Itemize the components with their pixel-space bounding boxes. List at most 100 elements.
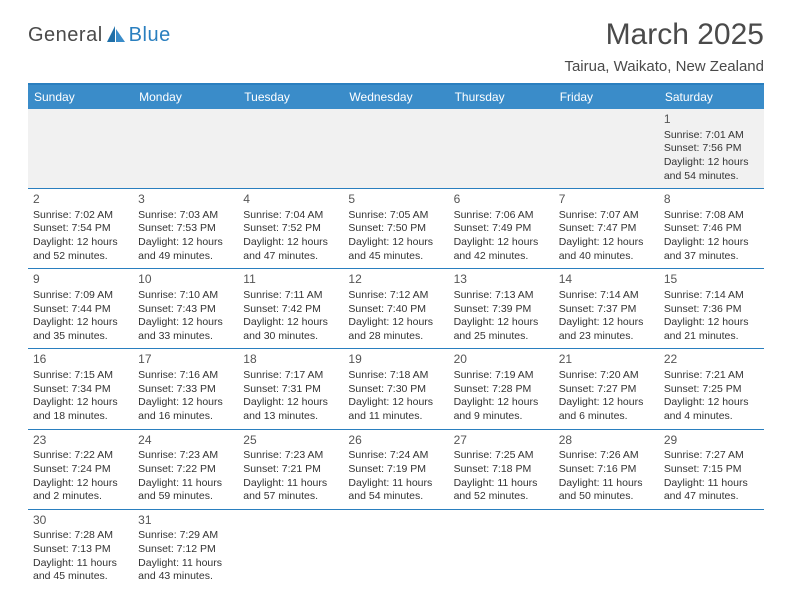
sunrise-line: Sunrise: 7:05 AM <box>348 209 443 223</box>
sunrise-line: Sunrise: 7:04 AM <box>243 209 338 223</box>
day-number: 12 <box>348 272 443 288</box>
day-cell: 25Sunrise: 7:23 AMSunset: 7:21 PMDayligh… <box>238 429 343 509</box>
sunset-line: Sunset: 7:42 PM <box>243 303 338 317</box>
day-cell: 2Sunrise: 7:02 AMSunset: 7:54 PMDaylight… <box>28 189 133 269</box>
day-cell: 23Sunrise: 7:22 AMSunset: 7:24 PMDayligh… <box>28 429 133 509</box>
day-number: 11 <box>243 272 338 288</box>
sunrise-line: Sunrise: 7:06 AM <box>454 209 549 223</box>
sunset-line: Sunset: 7:36 PM <box>664 303 759 317</box>
day-cell <box>238 109 343 189</box>
day-number: 26 <box>348 433 443 449</box>
daylight-line: Daylight: 12 hours and 49 minutes. <box>138 236 233 263</box>
sunset-line: Sunset: 7:40 PM <box>348 303 443 317</box>
dayname: Wednesday <box>343 84 448 109</box>
day-number: 24 <box>138 433 233 449</box>
day-number: 30 <box>33 513 128 529</box>
day-cell: 19Sunrise: 7:18 AMSunset: 7:30 PMDayligh… <box>343 349 448 429</box>
day-number: 28 <box>559 433 654 449</box>
sunrise-line: Sunrise: 7:28 AM <box>33 529 128 543</box>
sunset-line: Sunset: 7:22 PM <box>138 463 233 477</box>
sunrise-line: Sunrise: 7:18 AM <box>348 369 443 383</box>
day-cell: 22Sunrise: 7:21 AMSunset: 7:25 PMDayligh… <box>659 349 764 429</box>
daylight-line: Daylight: 12 hours and 21 minutes. <box>664 316 759 343</box>
sunset-line: Sunset: 7:46 PM <box>664 222 759 236</box>
daylight-line: Daylight: 12 hours and 16 minutes. <box>138 396 233 423</box>
sunset-line: Sunset: 7:31 PM <box>243 383 338 397</box>
day-cell: 21Sunrise: 7:20 AMSunset: 7:27 PMDayligh… <box>554 349 659 429</box>
day-cell: 30Sunrise: 7:28 AMSunset: 7:13 PMDayligh… <box>28 509 133 589</box>
day-number: 22 <box>664 352 759 368</box>
sunset-line: Sunset: 7:44 PM <box>33 303 128 317</box>
dayname: Tuesday <box>238 84 343 109</box>
day-cell: 6Sunrise: 7:06 AMSunset: 7:49 PMDaylight… <box>449 189 554 269</box>
sunset-line: Sunset: 7:13 PM <box>33 543 128 557</box>
daylight-line: Daylight: 12 hours and 40 minutes. <box>559 236 654 263</box>
sunrise-line: Sunrise: 7:23 AM <box>243 449 338 463</box>
sunrise-line: Sunrise: 7:26 AM <box>559 449 654 463</box>
sunset-line: Sunset: 7:52 PM <box>243 222 338 236</box>
sunrise-line: Sunrise: 7:22 AM <box>33 449 128 463</box>
sunrise-line: Sunrise: 7:21 AM <box>664 369 759 383</box>
day-number: 31 <box>138 513 233 529</box>
daylight-line: Daylight: 12 hours and 54 minutes. <box>664 156 759 183</box>
sunrise-line: Sunrise: 7:03 AM <box>138 209 233 223</box>
sunrise-line: Sunrise: 7:08 AM <box>664 209 759 223</box>
day-cell <box>554 109 659 189</box>
sunrise-line: Sunrise: 7:09 AM <box>33 289 128 303</box>
daylight-line: Daylight: 12 hours and 9 minutes. <box>454 396 549 423</box>
sunrise-line: Sunrise: 7:14 AM <box>664 289 759 303</box>
sunrise-line: Sunrise: 7:14 AM <box>559 289 654 303</box>
day-number: 9 <box>33 272 128 288</box>
sunset-line: Sunset: 7:28 PM <box>454 383 549 397</box>
day-number: 19 <box>348 352 443 368</box>
sunset-line: Sunset: 7:39 PM <box>454 303 549 317</box>
dayname: Friday <box>554 84 659 109</box>
day-cell <box>238 509 343 589</box>
day-number: 6 <box>454 192 549 208</box>
logo-word1: General <box>28 24 103 47</box>
dayname: Sunday <box>28 84 133 109</box>
daylight-line: Daylight: 11 hours and 57 minutes. <box>243 477 338 504</box>
daylight-line: Daylight: 12 hours and 42 minutes. <box>454 236 549 263</box>
sunrise-line: Sunrise: 7:13 AM <box>454 289 549 303</box>
day-cell: 24Sunrise: 7:23 AMSunset: 7:22 PMDayligh… <box>133 429 238 509</box>
day-cell: 5Sunrise: 7:05 AMSunset: 7:50 PMDaylight… <box>343 189 448 269</box>
sunset-line: Sunset: 7:54 PM <box>33 222 128 236</box>
sunrise-line: Sunrise: 7:16 AM <box>138 369 233 383</box>
daylight-line: Daylight: 11 hours and 50 minutes. <box>559 477 654 504</box>
sunset-line: Sunset: 7:15 PM <box>664 463 759 477</box>
sunset-line: Sunset: 7:53 PM <box>138 222 233 236</box>
daylight-line: Daylight: 12 hours and 52 minutes. <box>33 236 128 263</box>
daylight-line: Daylight: 11 hours and 47 minutes. <box>664 477 759 504</box>
sunset-line: Sunset: 7:12 PM <box>138 543 233 557</box>
daylight-line: Daylight: 12 hours and 28 minutes. <box>348 316 443 343</box>
sunset-line: Sunset: 7:24 PM <box>33 463 128 477</box>
daylight-line: Daylight: 11 hours and 54 minutes. <box>348 477 443 504</box>
sunset-line: Sunset: 7:50 PM <box>348 222 443 236</box>
week-row: 23Sunrise: 7:22 AMSunset: 7:24 PMDayligh… <box>28 429 764 509</box>
sunset-line: Sunset: 7:21 PM <box>243 463 338 477</box>
location: Tairua, Waikato, New Zealand <box>564 58 764 75</box>
sunrise-line: Sunrise: 7:02 AM <box>33 209 128 223</box>
sunset-line: Sunset: 7:56 PM <box>664 142 759 156</box>
daylight-line: Daylight: 12 hours and 4 minutes. <box>664 396 759 423</box>
day-number: 8 <box>664 192 759 208</box>
day-cell: 3Sunrise: 7:03 AMSunset: 7:53 PMDaylight… <box>133 189 238 269</box>
daylight-line: Daylight: 12 hours and 2 minutes. <box>33 477 128 504</box>
day-cell: 20Sunrise: 7:19 AMSunset: 7:28 PMDayligh… <box>449 349 554 429</box>
day-cell: 8Sunrise: 7:08 AMSunset: 7:46 PMDaylight… <box>659 189 764 269</box>
sunset-line: Sunset: 7:49 PM <box>454 222 549 236</box>
daylight-line: Daylight: 12 hours and 30 minutes. <box>243 316 338 343</box>
sunset-line: Sunset: 7:16 PM <box>559 463 654 477</box>
week-row: 16Sunrise: 7:15 AMSunset: 7:34 PMDayligh… <box>28 349 764 429</box>
day-number: 10 <box>138 272 233 288</box>
day-cell: 12Sunrise: 7:12 AMSunset: 7:40 PMDayligh… <box>343 269 448 349</box>
dayname-row: Sunday Monday Tuesday Wednesday Thursday… <box>28 84 764 109</box>
day-cell <box>28 109 133 189</box>
day-number: 27 <box>454 433 549 449</box>
daylight-line: Daylight: 12 hours and 18 minutes. <box>33 396 128 423</box>
sunrise-line: Sunrise: 7:10 AM <box>138 289 233 303</box>
day-number: 23 <box>33 433 128 449</box>
day-cell: 10Sunrise: 7:10 AMSunset: 7:43 PMDayligh… <box>133 269 238 349</box>
sunrise-line: Sunrise: 7:01 AM <box>664 129 759 143</box>
